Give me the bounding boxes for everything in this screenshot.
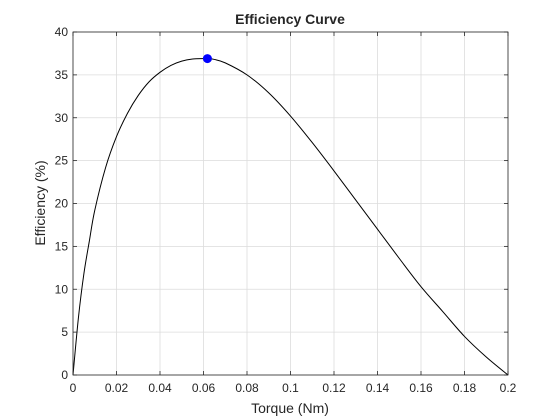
x-tick-label: 0.06 [192, 381, 216, 395]
x-tick-label: 0.02 [105, 381, 129, 395]
x-tick-labels: 0 0.02 0.04 0.06 0.08 0.1 0.12 0.14 0.16 0.18 0.2 [70, 381, 517, 395]
y-tick-label: 35 [55, 68, 69, 82]
y-tick-label: 10 [55, 282, 69, 296]
y-tick-label: 20 [55, 197, 69, 211]
max-efficiency-point [202, 54, 212, 64]
x-tick-label: 0.1 [282, 381, 299, 395]
y-tick-label: 15 [55, 239, 69, 253]
y-tick-label: 30 [55, 111, 69, 125]
x-tick-label: 0.16 [409, 381, 433, 395]
x-tick-label: 0.14 [366, 381, 390, 395]
chart-title: Efficiency Curve [235, 11, 345, 27]
x-tick-label: 0.12 [322, 381, 346, 395]
y-tick-label: 40 [55, 25, 69, 39]
x-tick-label: 0.04 [148, 381, 172, 395]
x-tick-label: 0.18 [453, 381, 477, 395]
marker-layer [202, 54, 212, 64]
y-tick-label: 25 [55, 154, 69, 168]
ticks [72, 31, 509, 376]
y-tick-labels: 0 5 10 15 20 25 30 35 40 [55, 25, 69, 382]
y-axis-label: Efficiency (%) [32, 160, 48, 245]
y-tick-label: 0 [61, 368, 68, 382]
x-tick-label: 0 [70, 381, 77, 395]
y-tick-label: 5 [61, 325, 68, 339]
x-tick-label: 0.2 [500, 381, 517, 395]
x-axis-label: Torque (Nm) [251, 400, 329, 416]
x-tick-label: 0.08 [235, 381, 259, 395]
